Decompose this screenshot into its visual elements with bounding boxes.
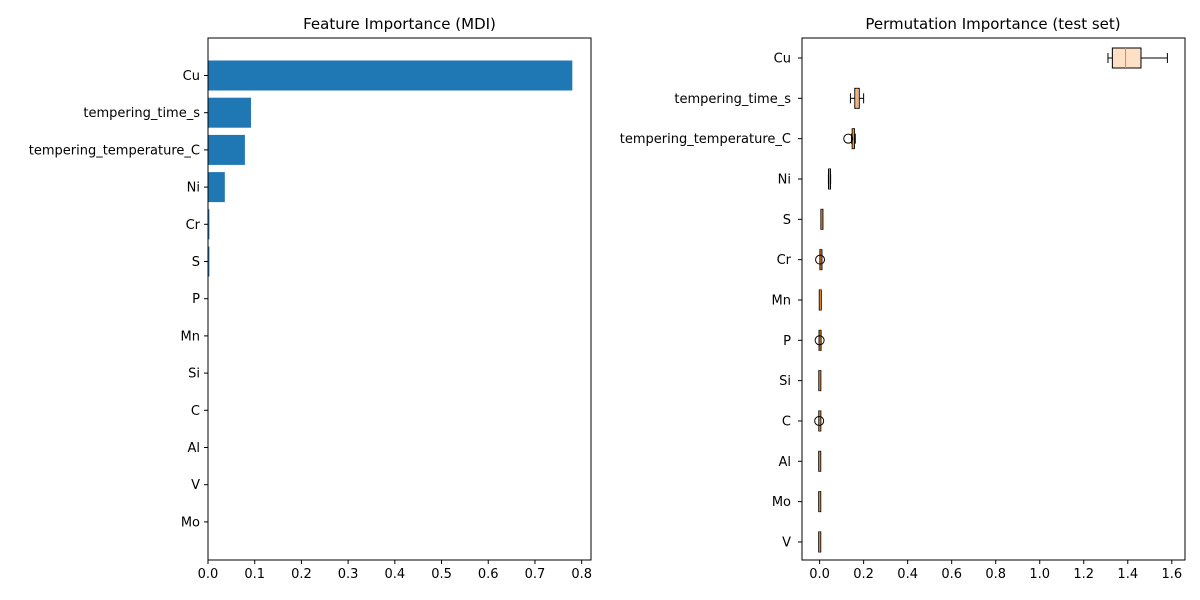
- ytick-label-tempering-temperature-c: tempering_temperature_C: [29, 143, 200, 158]
- xtick-label: 0.5: [431, 567, 452, 582]
- ytick-label-si: Si: [188, 367, 200, 382]
- ytick-label-p: P: [192, 292, 200, 307]
- box-p: [814, 329, 825, 351]
- ytick-label-si: Si: [779, 374, 791, 389]
- xtick-label: 0.4: [897, 567, 918, 582]
- box-cu: [1107, 47, 1168, 69]
- bar-cr: [208, 209, 210, 240]
- ytick-label-c: C: [782, 414, 791, 429]
- xtick-label: 0.6: [941, 567, 962, 582]
- ytick-label-mo: Mo: [772, 495, 791, 510]
- box-mo: [818, 491, 822, 513]
- permutation-axes-frame: [801, 37, 1186, 561]
- bar-s: [208, 246, 210, 277]
- xtick-label: 0.0: [198, 567, 219, 582]
- box-mn: [818, 289, 822, 311]
- xtick-label: 0.2: [291, 567, 312, 582]
- ytick-label-mn: Mn: [181, 329, 200, 344]
- ytick-label-al: Al: [778, 455, 791, 470]
- bar-cu: [208, 60, 573, 91]
- mdi-chart-title: Feature Importance (MDI): [303, 15, 496, 33]
- box-iqr: [1111, 47, 1142, 69]
- xtick-label: 0.1: [244, 567, 265, 582]
- xtick-label: 0.3: [338, 567, 359, 582]
- xtick-label: 0.7: [525, 567, 546, 582]
- xtick-label: 0.0: [809, 567, 830, 582]
- ytick-label-cu: Cu: [183, 69, 200, 84]
- outlier-point: [814, 415, 825, 426]
- ytick-label-mn: Mn: [772, 293, 791, 308]
- ytick-label-c: C: [191, 404, 200, 419]
- xtick-label: 0.2: [853, 567, 874, 582]
- box-tempering-temperature-c: [843, 128, 856, 150]
- outlier-point: [815, 254, 826, 265]
- xtick-label: 0.8: [985, 567, 1006, 582]
- box-v: [818, 531, 822, 553]
- permutation-chart-title: Permutation Importance (test set): [865, 15, 1120, 33]
- ytick-label-s: S: [192, 255, 200, 270]
- box-ni: [827, 168, 832, 190]
- xtick-label: 0.6: [478, 567, 499, 582]
- mdi-axes-frame: [207, 37, 592, 561]
- mdi-chart: Feature Importance (MDI) Cu tempering_tim…: [29, 15, 592, 582]
- bar-tempering-time-s: [208, 97, 251, 128]
- box-al: [818, 450, 822, 472]
- bar-tempering-temperature-c: [208, 134, 245, 165]
- bar-ni: [208, 172, 225, 203]
- outlier-point: [814, 335, 825, 346]
- xtick-label: 0.4: [384, 567, 405, 582]
- ytick-label-al: Al: [187, 441, 200, 456]
- ytick-label-cu: Cu: [774, 52, 791, 67]
- ytick-label-tempering-time-s: tempering_time_s: [674, 92, 791, 107]
- outlier-point: [843, 133, 854, 144]
- ytick-label-ni: Ni: [778, 172, 791, 187]
- xtick-label: 1.0: [1029, 567, 1050, 582]
- box-cr: [815, 249, 826, 271]
- ytick-label-cr: Cr: [777, 253, 792, 268]
- box-si: [818, 370, 822, 392]
- ytick-label-tempering-temperature-c: tempering_temperature_C: [620, 132, 791, 147]
- xtick-label: 1.4: [1117, 567, 1138, 582]
- ytick-label-mo: Mo: [181, 515, 200, 530]
- ytick-label-s: S: [783, 213, 791, 228]
- ytick-label-p: P: [783, 334, 791, 349]
- permutation-chart: Permutation Importance (test set) Cu temp…: [620, 15, 1186, 582]
- box-tempering-time-s: [849, 87, 865, 109]
- ytick-label-cr: Cr: [186, 218, 201, 233]
- xtick-label: 1.2: [1073, 567, 1094, 582]
- ytick-label-v: V: [782, 535, 791, 550]
- ytick-label-ni: Ni: [187, 181, 200, 196]
- ytick-label-v: V: [191, 478, 200, 493]
- xtick-label: 0.8: [571, 567, 592, 582]
- box-s: [820, 208, 824, 230]
- box-c: [814, 410, 825, 432]
- ytick-label-tempering-time-s: tempering_time_s: [83, 106, 200, 121]
- xtick-label: 1.6: [1161, 567, 1182, 582]
